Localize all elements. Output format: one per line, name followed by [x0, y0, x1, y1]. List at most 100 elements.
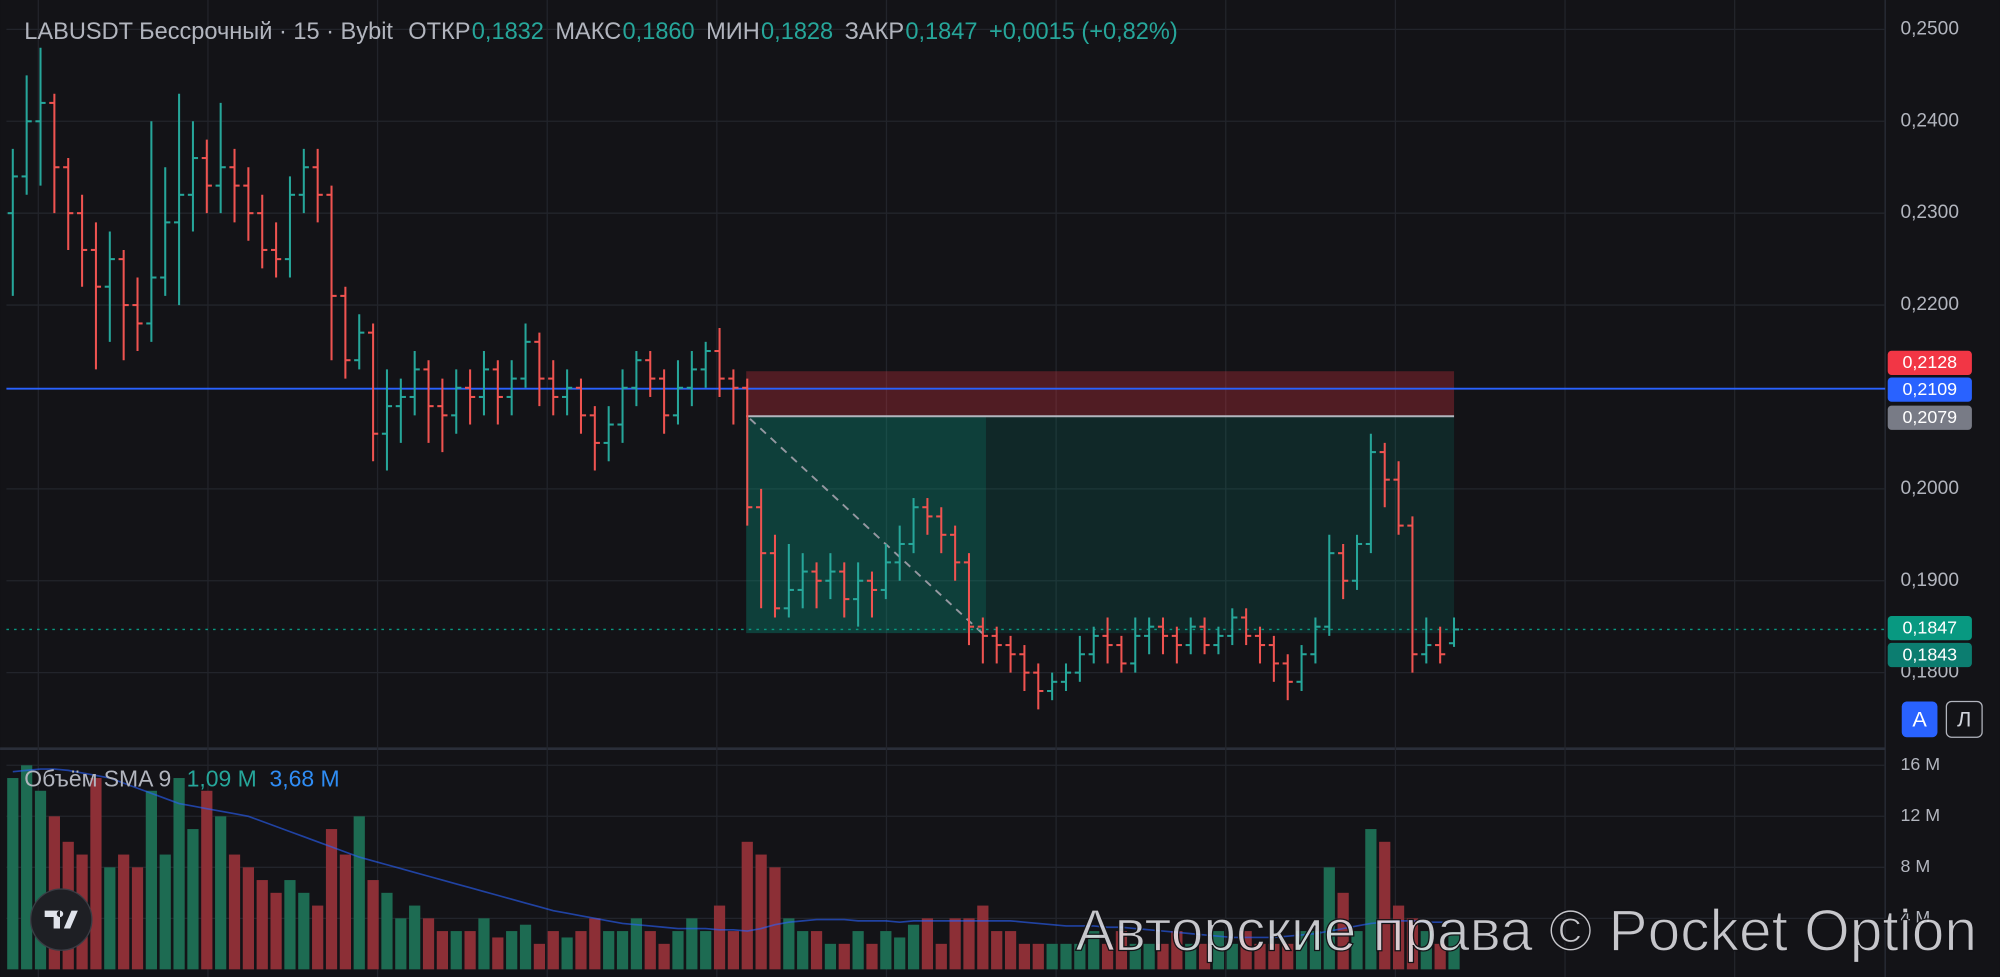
volume-bar	[824, 943, 837, 970]
volume-bar	[713, 905, 726, 970]
y-tick-label: 0,2000	[1900, 478, 1959, 499]
volume-bar	[589, 918, 601, 970]
volume-bar	[159, 854, 171, 970]
volume-bar	[450, 931, 462, 970]
volume-bar	[672, 931, 684, 970]
symbol: LABUSDT Бессрочный · 15 · Bybit	[24, 18, 393, 44]
volume-bar	[478, 918, 490, 970]
volume-bar	[1018, 943, 1031, 970]
price-tag	[1887, 642, 1972, 668]
volume-bar	[7, 778, 19, 970]
volume-bar	[1240, 931, 1252, 970]
volume-bar	[686, 918, 698, 970]
volume-bar	[1448, 931, 1460, 970]
trade-path	[749, 418, 983, 634]
volume-bar	[1185, 943, 1197, 970]
volume-bar	[381, 892, 393, 970]
volume-bar	[700, 931, 712, 970]
volume-bar	[118, 854, 130, 970]
volume-bar	[1060, 943, 1072, 970]
volume-bar	[1157, 943, 1169, 970]
volume-bar	[1032, 943, 1044, 970]
volume-bar	[810, 931, 823, 970]
volume-bar	[949, 918, 961, 970]
volume-bar	[1074, 943, 1086, 970]
volume-bar	[727, 931, 740, 970]
y-tick-label: 0,2500	[1900, 18, 1959, 39]
volume-bar	[215, 816, 227, 970]
volume-bar	[1337, 892, 1349, 970]
volume-bar	[1268, 943, 1280, 970]
volume-bar	[1171, 931, 1183, 970]
volume-bar	[90, 778, 102, 970]
chart-header: LABUSDT Бессрочный · 15 · Bybit ОТКР0,183…	[24, 18, 1177, 44]
legend-title: Объём SMA 9	[24, 766, 171, 792]
price-change: +0,0015 (+0,82%)	[989, 18, 1178, 44]
price-tag-label: 0,2079	[1903, 407, 1958, 427]
volume-bar	[1198, 943, 1211, 970]
ohlc-field-label: МАКС	[555, 18, 621, 44]
y-tick-label: 16 M	[1900, 754, 1940, 774]
ohlc-field-value: 0,1828	[761, 18, 833, 44]
price-tag	[1887, 350, 1972, 375]
volume-bar	[1309, 931, 1322, 970]
price-tag-label: 0,1847	[1903, 618, 1958, 638]
volume-bar	[1365, 829, 1377, 970]
price-tag-label: 0,1843	[1903, 644, 1958, 664]
price-tag-label: 0,2128	[1903, 352, 1958, 372]
auto-scale-button[interactable]	[1901, 701, 1938, 738]
volume-bar	[658, 943, 670, 970]
log-scale-button[interactable]	[1945, 700, 1983, 738]
volume-bar	[1101, 943, 1114, 970]
volume-bar	[367, 880, 379, 970]
volume-bar	[921, 918, 934, 970]
volume-bar	[907, 924, 920, 970]
volume-bar	[1392, 905, 1405, 970]
volume-bar	[187, 829, 199, 970]
log-scale-label: Л	[1957, 706, 1971, 731]
volume-bar	[603, 931, 615, 970]
volume-sma-line	[12, 768, 1455, 939]
volume-bar	[1420, 931, 1432, 970]
y-tick-label: 0,2400	[1900, 110, 1959, 131]
volume-bar	[201, 790, 213, 970]
y-tick-label: 12 M	[1900, 805, 1940, 825]
volume-bar	[1004, 931, 1017, 970]
volume-bar	[506, 931, 518, 970]
ohlc-field-label: ОТКР	[408, 18, 470, 44]
volume-bar	[242, 867, 254, 970]
volume-bar	[339, 854, 351, 970]
volume-bar	[1129, 943, 1141, 970]
volume-bar	[1379, 841, 1391, 970]
ohlc-field-value: 0,1860	[623, 18, 695, 44]
price-tag	[1887, 405, 1972, 430]
volume-bar	[852, 931, 864, 970]
y-tick-label: 0,2200	[1900, 294, 1959, 315]
volume-bar	[492, 937, 504, 970]
ohlc-field-label: ЗАКР	[845, 18, 904, 44]
volume-bar	[1434, 943, 1446, 970]
volume-bar	[547, 931, 559, 970]
volume-bar	[104, 867, 116, 970]
volume-bar	[270, 892, 282, 970]
volume-bar	[228, 854, 241, 970]
volume-bar	[1282, 943, 1294, 970]
volume-bar	[1046, 943, 1058, 970]
volume-bar	[977, 905, 989, 970]
volume-bar	[1143, 943, 1155, 970]
legend-sma: 3,68 M	[269, 766, 339, 792]
volume-bar	[353, 816, 365, 970]
volume-bar	[894, 937, 906, 970]
volume-bar	[256, 880, 268, 970]
volume-bar	[395, 918, 407, 970]
volume-bar	[422, 918, 435, 970]
volume-legend: Объём SMA 9 1,09 M 3,68 M	[24, 766, 339, 792]
logo-mark	[44, 910, 78, 929]
volume-bar	[616, 931, 629, 970]
volume-bar	[173, 778, 185, 970]
auto-scale-label: A	[1912, 706, 1927, 731]
y-tick-label: 0,2300	[1900, 202, 1959, 223]
volume-bar	[1323, 867, 1335, 970]
price-tag	[1887, 377, 1972, 402]
watermark: Авторские права © Pocket Option	[1076, 898, 1978, 963]
